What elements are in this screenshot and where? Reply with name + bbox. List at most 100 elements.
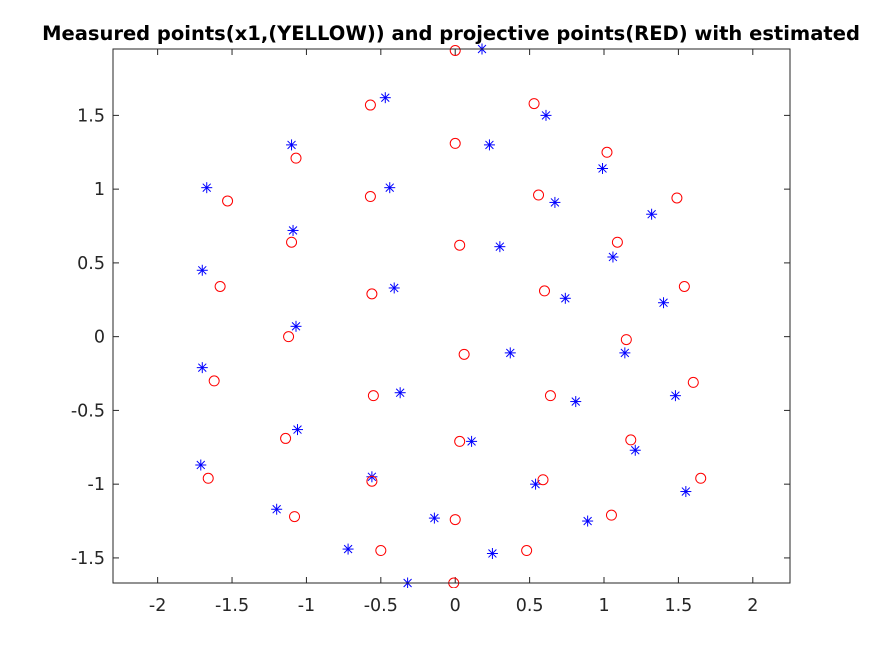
circle-point — [625, 434, 637, 446]
asterisk-point — [549, 196, 561, 208]
asterisk-point — [196, 264, 208, 276]
circle-point — [449, 514, 461, 526]
circle-point — [687, 376, 699, 388]
x-tick-label: -1.5 — [215, 596, 249, 616]
asterisk-point — [582, 515, 594, 527]
circle-point — [695, 472, 707, 484]
asterisk-stroke — [367, 472, 377, 482]
y-tick-label: -1.5 — [71, 549, 105, 569]
asterisk-point — [597, 162, 609, 174]
circle-point — [521, 545, 533, 557]
x-tick-label: 1.5 — [664, 596, 692, 616]
circle-point — [366, 475, 378, 487]
axis-ticks — [113, 49, 790, 583]
x-tick-label: -0.5 — [364, 596, 398, 616]
asterisk-point — [196, 362, 208, 374]
asterisk-point — [287, 224, 299, 236]
y-tick-label: 0 — [94, 328, 105, 348]
asterisk-stroke — [288, 226, 298, 235]
asterisk-point — [290, 320, 302, 332]
y-tick-label: -0.5 — [71, 401, 105, 421]
asterisk-stroke — [196, 460, 206, 470]
asterisk-point — [342, 543, 354, 555]
asterisk-point — [486, 547, 498, 559]
asterisk-stroke — [541, 111, 551, 120]
circle-point — [620, 334, 632, 346]
asterisk-stroke — [467, 437, 476, 446]
circle-point — [454, 435, 466, 447]
circle-point — [678, 280, 690, 292]
circle-point — [601, 146, 613, 158]
circle-point — [458, 348, 470, 360]
asterisk-point — [619, 347, 631, 359]
asterisk-point — [201, 182, 213, 194]
asterisk-stroke — [598, 164, 607, 173]
data-marks — [195, 43, 707, 588]
asterisk-point — [286, 139, 298, 151]
asterisk-point — [494, 241, 506, 253]
circle-point — [280, 432, 292, 444]
asterisk-point — [195, 459, 207, 471]
asterisk-point — [384, 182, 396, 194]
asterisk-stroke — [571, 397, 581, 406]
asterisk-point — [504, 347, 516, 359]
asterisk-stroke — [291, 322, 301, 331]
circle-point — [611, 236, 623, 248]
circle-point — [671, 192, 683, 204]
circle-point — [289, 511, 301, 523]
asterisk-stroke — [671, 391, 680, 400]
circle-point — [364, 99, 376, 111]
asterisk-stroke — [681, 487, 691, 496]
chart-title: Measured points(x1,(YELLOW)) and project… — [42, 22, 860, 45]
asterisk-point — [388, 282, 400, 294]
asterisk-point — [379, 92, 391, 104]
asterisk-stroke — [395, 388, 405, 398]
asterisk-point — [466, 435, 478, 447]
circle-point — [605, 509, 617, 521]
circle-point — [290, 152, 302, 164]
circle-point — [208, 375, 220, 387]
asterisk-stroke — [485, 140, 494, 150]
asterisk-stroke — [197, 363, 207, 372]
asterisk-point — [559, 292, 571, 304]
x-tick-label: 2 — [747, 596, 758, 616]
asterisk-point — [680, 486, 692, 498]
x-tick-label: -1 — [298, 596, 315, 616]
y-tick-label: -1 — [88, 475, 105, 495]
y-tick-label: 0.5 — [77, 254, 105, 274]
asterisk-point — [366, 471, 378, 483]
asterisk-point — [629, 444, 641, 456]
asterisk-stroke — [343, 544, 353, 554]
asterisk-point — [658, 297, 670, 309]
asterisk-point — [646, 208, 658, 220]
y-tick-label: 1.5 — [77, 106, 105, 126]
asterisk-stroke — [202, 183, 212, 192]
asterisk-point — [483, 139, 495, 151]
asterisk-point — [530, 478, 542, 490]
asterisk-stroke — [495, 242, 505, 251]
circle-point — [375, 545, 387, 557]
circle-point — [454, 239, 466, 251]
circle-point — [366, 288, 378, 300]
asterisk-stroke — [380, 93, 390, 102]
x-tick-label: 1 — [598, 596, 609, 616]
x-tick-label: 0.5 — [516, 596, 544, 616]
circle-point — [538, 285, 550, 297]
asterisk-stroke — [630, 445, 640, 455]
asterisk-stroke — [608, 252, 618, 262]
asterisk-stroke — [287, 140, 296, 150]
circle-point — [283, 331, 295, 343]
circle-point — [537, 474, 549, 486]
asterisk-stroke — [293, 425, 302, 434]
asterisk-stroke — [488, 549, 497, 558]
axis-tick-labels: -2 -1.5 -1 -0.5 0 0.5 1 1.5 2 -1.5 -1 -0.5 0 0.5 1 1.5 — [71, 106, 759, 616]
circle-point — [202, 472, 214, 484]
asterisk-stroke — [550, 198, 560, 207]
circle-point — [449, 44, 461, 56]
asterisk-point — [540, 109, 552, 121]
asterisk-point — [292, 424, 304, 436]
asterisk-stroke — [385, 183, 395, 192]
circle-point — [449, 137, 461, 149]
asterisk-stroke — [389, 283, 399, 293]
asterisk-point — [428, 512, 440, 524]
